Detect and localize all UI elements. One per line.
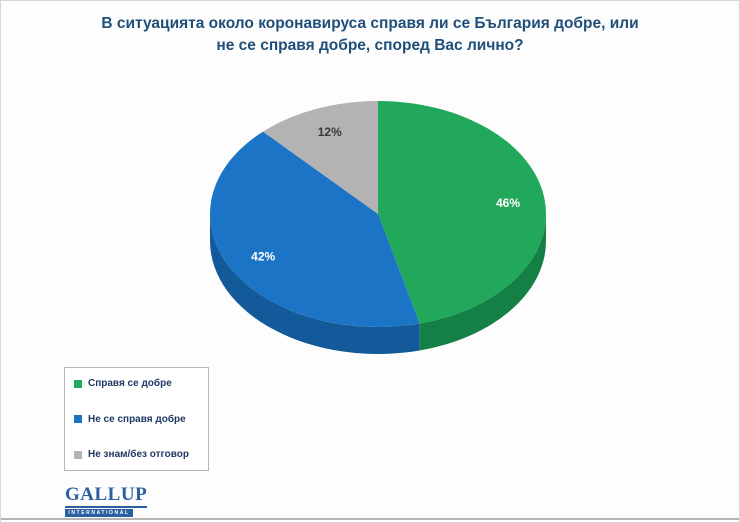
pie-slice-side-1 — [210, 214, 420, 354]
legend-item-disapprove[interactable]: Не се справя добре — [74, 414, 199, 425]
legend-item-noanswer[interactable]: Не знам/без отговор — [74, 449, 199, 460]
gallup-logo-subtitle: INTERNATIONAL — [65, 508, 133, 517]
pie-data-label-1: 42% — [251, 249, 275, 263]
legend-label: Справя се добре — [88, 378, 172, 389]
legend-label: Не се справя добре — [88, 413, 186, 425]
chart-title-line2: не се справя добре, според Вас лично? — [216, 37, 524, 55]
chart-title: В ситуацията около коронавируса справя л… — [1, 13, 739, 58]
legend-label: Не знам/без отговор — [88, 449, 189, 460]
footer-divider — [1, 518, 739, 520]
pie-slice-side-0 — [419, 214, 546, 351]
legend-swatch-gray — [74, 450, 82, 459]
legend-swatch-blue — [74, 415, 82, 423]
legend-item-approve[interactable]: Справя се добре — [74, 378, 199, 389]
pie-slice-1[interactable] — [210, 131, 420, 327]
gallup-logo: GALLUP INTERNATIONAL — [65, 485, 148, 517]
pie-slice-0[interactable] — [378, 101, 546, 324]
pie-data-label-2: 12% — [318, 125, 342, 139]
chart-title-line1: В ситуацията около коронавируса справя л… — [101, 15, 639, 32]
legend-swatch-green — [74, 379, 82, 388]
gallup-logo-text: GALLUP — [65, 485, 148, 508]
legend: Справя се добре Не се справя добре Не зн… — [64, 367, 209, 471]
pie-slice-2[interactable] — [262, 101, 378, 214]
pie-data-label-0: 46% — [496, 196, 520, 210]
